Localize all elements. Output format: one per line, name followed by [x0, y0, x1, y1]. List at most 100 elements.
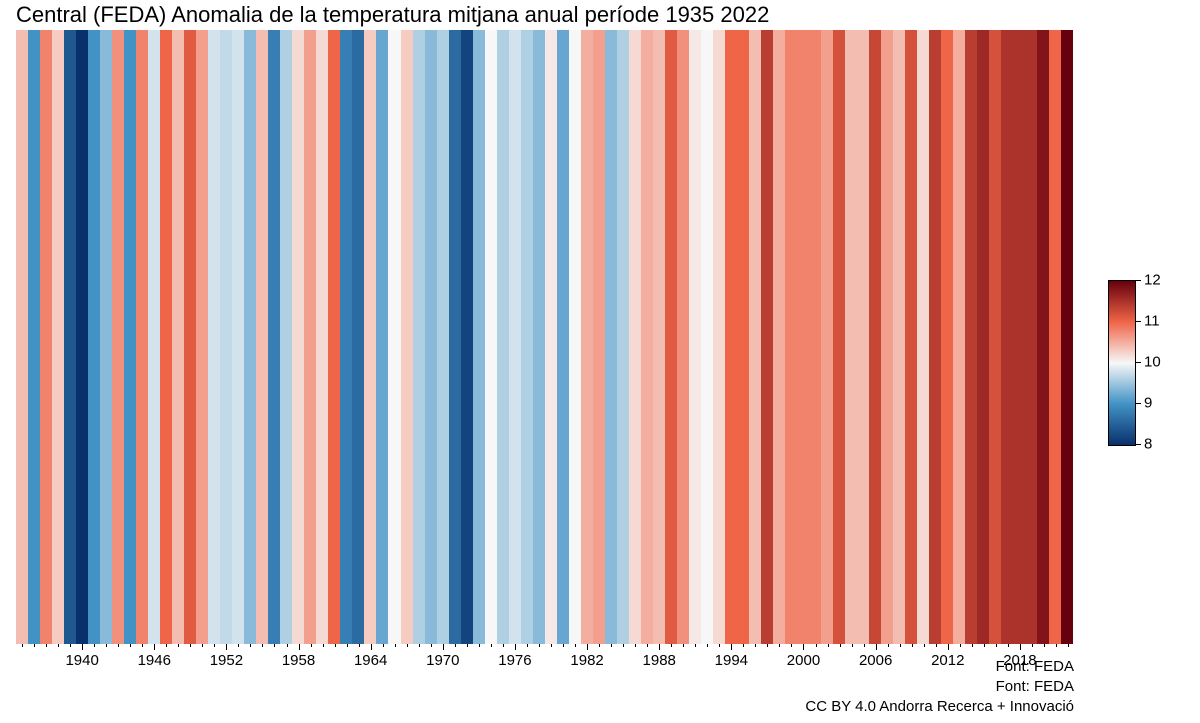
stripe [557, 30, 569, 644]
x-tick-minor [395, 644, 396, 647]
x-tick-minor [924, 644, 925, 647]
stripe [617, 30, 629, 644]
stripe [1025, 30, 1037, 644]
x-tick-minor [683, 644, 684, 647]
x-tick-label: 1976 [498, 652, 531, 669]
x-tick-minor [142, 644, 143, 647]
x-tick-minor [828, 644, 829, 647]
stripe [172, 30, 184, 644]
stripe [761, 30, 773, 644]
x-tick-minor [864, 644, 865, 647]
x-tick-minor [1008, 644, 1009, 647]
stripe [809, 30, 821, 644]
stripe [569, 30, 581, 644]
x-tick-minor [575, 644, 576, 647]
x-tick-minor [214, 644, 215, 647]
x-tick-minor [707, 644, 708, 647]
stripe [677, 30, 689, 644]
x-tick-label: 1994 [715, 652, 748, 669]
x-tick-minor [479, 644, 480, 647]
x-tick-minor [599, 644, 600, 647]
x-tick-label: 1940 [65, 652, 98, 669]
x-tick-minor [94, 644, 95, 647]
stripe [208, 30, 220, 644]
x-tick-minor [262, 644, 263, 647]
stripe [485, 30, 497, 644]
x-tick-minor [335, 644, 336, 647]
x-tick-minor [287, 644, 288, 647]
stripe [737, 30, 749, 644]
x-tick-minor [431, 644, 432, 647]
stripe [749, 30, 761, 644]
stripe [917, 30, 929, 644]
x-tick-minor [1044, 644, 1045, 647]
x-tick-minor [611, 644, 612, 647]
stripe [1049, 30, 1061, 644]
x-tick-minor [347, 644, 348, 647]
x-tick [515, 644, 516, 650]
stripe [845, 30, 857, 644]
stripe [965, 30, 977, 644]
stripe [220, 30, 232, 644]
stripe [977, 30, 989, 644]
stripe [148, 30, 160, 644]
stripe [256, 30, 268, 644]
stripe [292, 30, 304, 644]
x-tick-minor [551, 644, 552, 647]
x-tick-minor [250, 644, 251, 647]
x-tick-minor [455, 644, 456, 647]
x-tick-minor [984, 644, 985, 647]
stripe [713, 30, 725, 644]
x-tick [371, 644, 372, 650]
stripe [545, 30, 557, 644]
x-tick-minor [70, 644, 71, 647]
stripe [689, 30, 701, 644]
stripes-plot-area [16, 30, 1074, 644]
x-tick-minor [671, 644, 672, 647]
x-tick-label: 1952 [210, 652, 243, 669]
credit-line-1: Font: FEDA [996, 658, 1074, 675]
stripe [388, 30, 400, 644]
x-tick-minor [539, 644, 540, 647]
x-tick-label: 2006 [859, 652, 892, 669]
stripe [605, 30, 617, 644]
x-tick-minor [503, 644, 504, 647]
x-tick [948, 644, 949, 650]
stripe [989, 30, 1001, 644]
stripe [244, 30, 256, 644]
x-tick-minor [623, 644, 624, 647]
x-tick [443, 644, 444, 650]
x-tick-minor [34, 644, 35, 647]
colorbar [1108, 280, 1136, 446]
x-tick-minor [767, 644, 768, 647]
x-tick-minor [755, 644, 756, 647]
stripe [352, 30, 364, 644]
chart-title: Central (FEDA) Anomalia de la temperatur… [16, 2, 769, 28]
stripe [112, 30, 124, 644]
x-tick-minor [106, 644, 107, 647]
x-tick-minor [647, 644, 648, 647]
colorbar-tick [1136, 321, 1141, 322]
x-tick-minor [960, 644, 961, 647]
x-tick-minor [58, 644, 59, 647]
x-tick-minor [383, 644, 384, 647]
x-tick [731, 644, 732, 650]
x-tick-minor [912, 644, 913, 647]
stripe [196, 30, 208, 644]
stripe [340, 30, 352, 644]
colorbar-tick [1136, 362, 1141, 363]
x-tick-minor [563, 644, 564, 647]
x-tick-minor [407, 644, 408, 647]
x-tick-minor [972, 644, 973, 647]
stripe [136, 30, 148, 644]
x-tick-minor [936, 644, 937, 647]
x-tick-label: 2000 [787, 652, 820, 669]
x-tick [299, 644, 300, 650]
stripe [328, 30, 340, 644]
x-tick-minor [274, 644, 275, 647]
stripe [88, 30, 100, 644]
stripe [881, 30, 893, 644]
stripe [268, 30, 280, 644]
x-tick [226, 644, 227, 650]
stripe [437, 30, 449, 644]
